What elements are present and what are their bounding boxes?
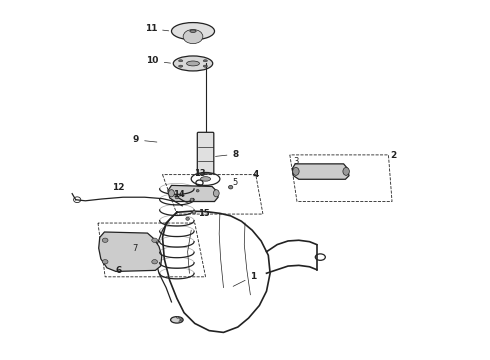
Text: 11: 11 (145, 24, 169, 33)
Ellipse shape (169, 190, 174, 197)
Ellipse shape (152, 238, 157, 242)
Ellipse shape (172, 23, 215, 40)
Polygon shape (98, 232, 162, 271)
Ellipse shape (228, 185, 233, 189)
Text: 13: 13 (194, 170, 206, 179)
Ellipse shape (180, 319, 182, 321)
FancyBboxPatch shape (197, 132, 214, 174)
Ellipse shape (203, 60, 207, 62)
Text: 1: 1 (233, 271, 257, 286)
Ellipse shape (171, 317, 183, 323)
Polygon shape (293, 164, 349, 179)
Text: 6: 6 (116, 266, 122, 275)
Text: 8: 8 (216, 150, 239, 159)
Ellipse shape (187, 61, 199, 66)
Ellipse shape (196, 189, 199, 192)
Ellipse shape (186, 217, 190, 220)
Ellipse shape (176, 316, 179, 318)
Text: 5: 5 (232, 178, 238, 187)
Text: 7: 7 (132, 244, 137, 253)
Ellipse shape (203, 65, 207, 67)
Text: 14: 14 (172, 190, 184, 199)
Text: 10: 10 (147, 57, 171, 66)
Ellipse shape (190, 30, 196, 32)
Ellipse shape (102, 238, 108, 242)
Ellipse shape (183, 30, 203, 44)
Text: 4: 4 (252, 171, 259, 180)
Ellipse shape (178, 60, 183, 62)
Ellipse shape (192, 211, 196, 214)
Text: 15: 15 (198, 209, 210, 218)
Ellipse shape (293, 167, 299, 175)
Ellipse shape (102, 260, 108, 264)
Polygon shape (168, 185, 218, 202)
Ellipse shape (173, 56, 213, 71)
Ellipse shape (179, 318, 181, 319)
Text: 3: 3 (294, 157, 299, 166)
Ellipse shape (179, 320, 181, 322)
Ellipse shape (175, 195, 179, 199)
Text: 2: 2 (390, 152, 396, 161)
Text: 12: 12 (112, 183, 125, 192)
Ellipse shape (214, 190, 219, 197)
Ellipse shape (200, 177, 211, 181)
Ellipse shape (190, 198, 194, 201)
Ellipse shape (343, 167, 349, 175)
Text: 9: 9 (133, 135, 157, 144)
Ellipse shape (152, 260, 157, 264)
Ellipse shape (178, 65, 183, 67)
